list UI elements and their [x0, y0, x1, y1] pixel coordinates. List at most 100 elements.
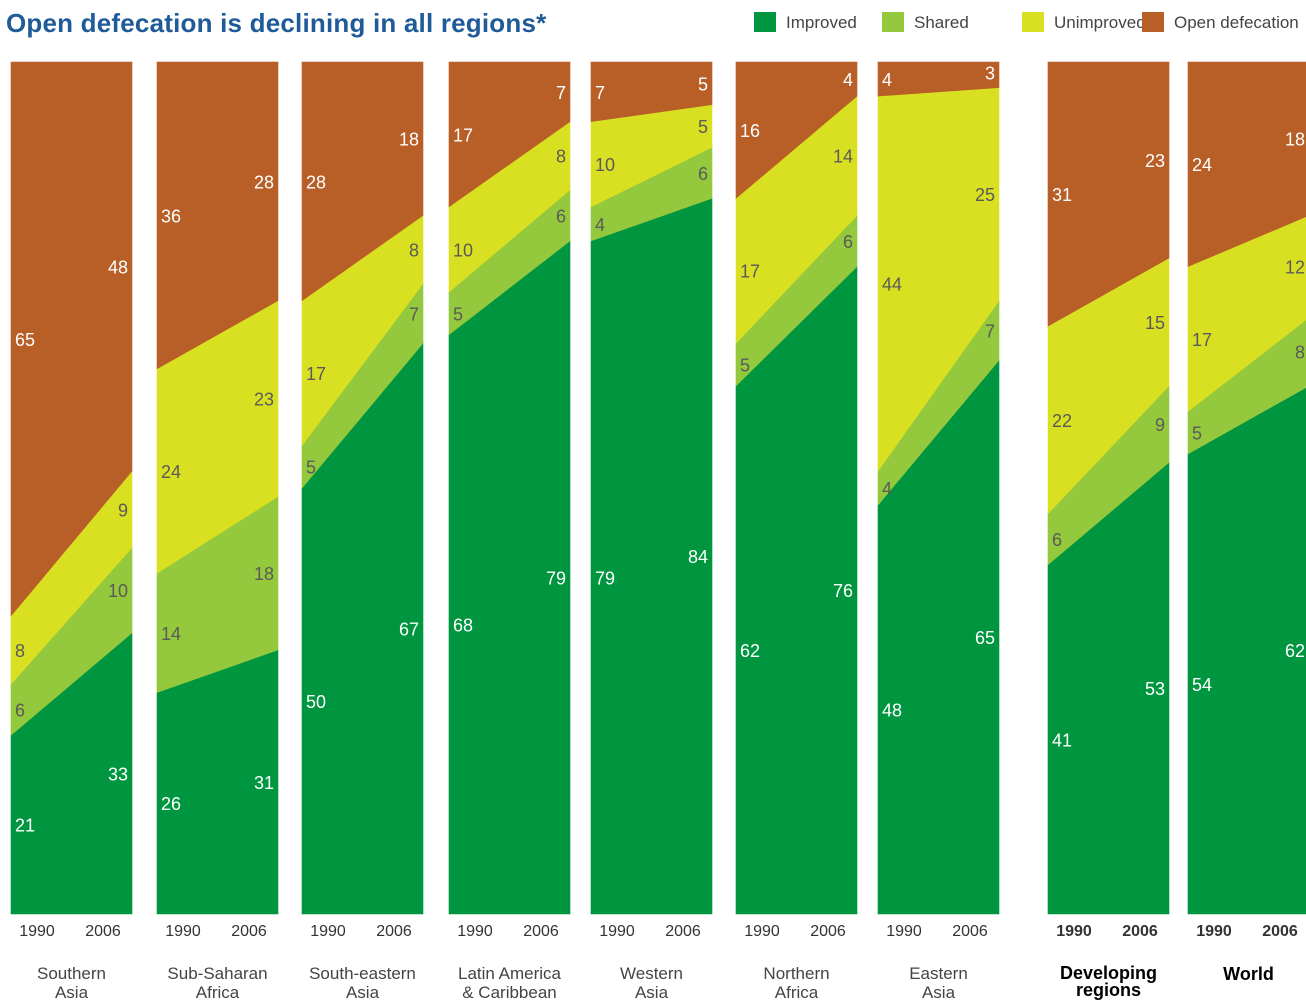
value-label-open-defecation-1990: 7 [595, 83, 605, 103]
value-label-open-defecation-1990: 16 [740, 121, 760, 141]
year-label-2006: 2006 [231, 923, 267, 940]
area-open-defecation [1047, 61, 1170, 327]
value-label-shared-2006: 7 [985, 321, 995, 341]
value-label-open-defecation-2006: 18 [1285, 130, 1305, 150]
value-label-shared-1990: 5 [453, 304, 463, 324]
value-label-unimproved-1990: 10 [595, 155, 615, 175]
area-open-defecation [590, 61, 713, 122]
value-label-unimproved-1990: 17 [1192, 330, 1212, 350]
legend-label-open-defecation: Open defecation [1174, 13, 1299, 32]
region-label: Sub-Saharan [167, 964, 267, 983]
value-label-improved-1990: 79 [595, 569, 615, 589]
value-label-unimproved-2006: 14 [833, 147, 853, 167]
value-label-unimproved-2006: 25 [975, 185, 995, 205]
value-label-improved-2006: 53 [1145, 679, 1165, 699]
legend-swatch-unimproved [1022, 12, 1044, 32]
region-label: & Caribbean [462, 983, 557, 1002]
value-label-open-defecation-2006: 23 [1145, 151, 1165, 171]
value-label-unimproved-1990: 44 [882, 275, 902, 295]
value-label-shared-1990: 5 [1192, 424, 1202, 444]
value-label-shared-2006: 8 [1295, 343, 1305, 363]
area-open-defecation [10, 61, 133, 617]
value-label-unimproved-1990: 24 [161, 462, 181, 482]
area-improved [1187, 387, 1306, 915]
value-label-shared-2006: 7 [409, 304, 419, 324]
value-label-open-defecation-2006: 7 [556, 83, 566, 103]
value-label-unimproved-2006: 23 [254, 390, 274, 410]
value-label-shared-2006: 6 [843, 232, 853, 252]
value-label-improved-1990: 68 [453, 615, 473, 635]
value-label-unimproved-1990: 17 [306, 364, 326, 384]
value-label-shared-2006: 18 [254, 564, 274, 584]
year-label-2006: 2006 [523, 923, 559, 940]
year-label-2006: 2006 [810, 923, 846, 940]
value-label-open-defecation-2006: 3 [985, 64, 995, 84]
value-label-shared-2006: 6 [556, 206, 566, 226]
value-label-shared-1990: 4 [882, 479, 892, 499]
value-label-unimproved-2006: 8 [556, 147, 566, 167]
area-open-defecation [1187, 61, 1306, 267]
value-label-open-defecation-1990: 24 [1192, 155, 1212, 175]
value-label-shared-1990: 6 [15, 701, 25, 721]
value-label-open-defecation-1990: 28 [306, 172, 326, 192]
region-label: Southern [37, 964, 106, 983]
value-label-improved-1990: 50 [306, 692, 326, 712]
region-label: Asia [635, 983, 669, 1002]
year-label-2006: 2006 [952, 923, 988, 940]
value-label-shared-1990: 5 [306, 458, 316, 478]
value-label-improved-2006: 65 [975, 628, 995, 648]
chart-title: Open defecation is declining in all regi… [6, 8, 547, 38]
value-label-improved-2006: 62 [1285, 641, 1305, 661]
year-label-1990: 1990 [744, 923, 780, 940]
year-label-2006: 2006 [1262, 923, 1298, 940]
year-label-1990: 1990 [1196, 923, 1232, 940]
region-label: Western [620, 964, 683, 983]
area-shared [1187, 319, 1306, 455]
area-open-defecation [877, 61, 1000, 97]
year-label-2006: 2006 [1122, 923, 1158, 940]
region-label: World [1223, 964, 1274, 984]
value-label-open-defecation-2006: 5 [698, 74, 708, 94]
value-label-unimproved-2006: 12 [1285, 258, 1305, 278]
region-label: Asia [55, 983, 89, 1002]
region-label: Northern [763, 964, 829, 983]
region-label: Latin America [458, 964, 562, 983]
value-label-improved-2006: 76 [833, 581, 853, 601]
region-label: regions [1076, 980, 1141, 1000]
region-label: South-eastern [309, 964, 416, 983]
region-label: Asia [346, 983, 380, 1002]
value-label-shared-1990: 4 [595, 215, 605, 235]
value-label-unimproved-2006: 15 [1145, 313, 1165, 333]
legend-label-improved: Improved [786, 13, 857, 32]
value-label-unimproved-1990: 22 [1052, 411, 1072, 431]
area-open-defecation [448, 61, 571, 208]
legend-label-unimproved: Unimproved [1054, 13, 1146, 32]
region-label: Africa [196, 983, 240, 1002]
area-open-defecation [156, 61, 279, 370]
value-label-improved-1990: 21 [15, 816, 35, 836]
value-label-open-defecation-2006: 48 [108, 258, 128, 278]
value-label-improved-2006: 67 [399, 620, 419, 640]
value-label-open-defecation-1990: 17 [453, 125, 473, 145]
value-label-shared-1990: 6 [1052, 530, 1062, 550]
year-label-1990: 1990 [457, 923, 493, 940]
value-label-open-defecation-2006: 4 [843, 70, 853, 90]
value-label-shared-2006: 9 [1155, 415, 1165, 435]
value-label-improved-2006: 31 [254, 773, 274, 793]
value-label-improved-2006: 84 [688, 547, 708, 567]
value-label-open-defecation-2006: 28 [254, 172, 274, 192]
value-label-open-defecation-1990: 4 [882, 70, 892, 90]
region-label: Developing [1060, 963, 1157, 983]
legend-swatch-open-defecation [1142, 12, 1164, 32]
value-label-open-defecation-1990: 36 [161, 206, 181, 226]
value-label-unimproved-1990: 17 [740, 262, 760, 282]
value-label-improved-1990: 48 [882, 701, 902, 721]
value-label-improved-1990: 62 [740, 641, 760, 661]
value-label-shared-2006: 6 [698, 164, 708, 184]
value-label-improved-2006: 79 [546, 569, 566, 589]
